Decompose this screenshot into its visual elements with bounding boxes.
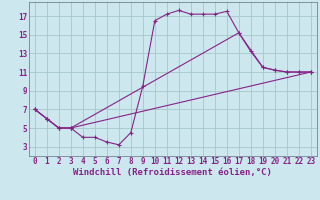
- X-axis label: Windchill (Refroidissement éolien,°C): Windchill (Refroidissement éolien,°C): [73, 168, 272, 177]
